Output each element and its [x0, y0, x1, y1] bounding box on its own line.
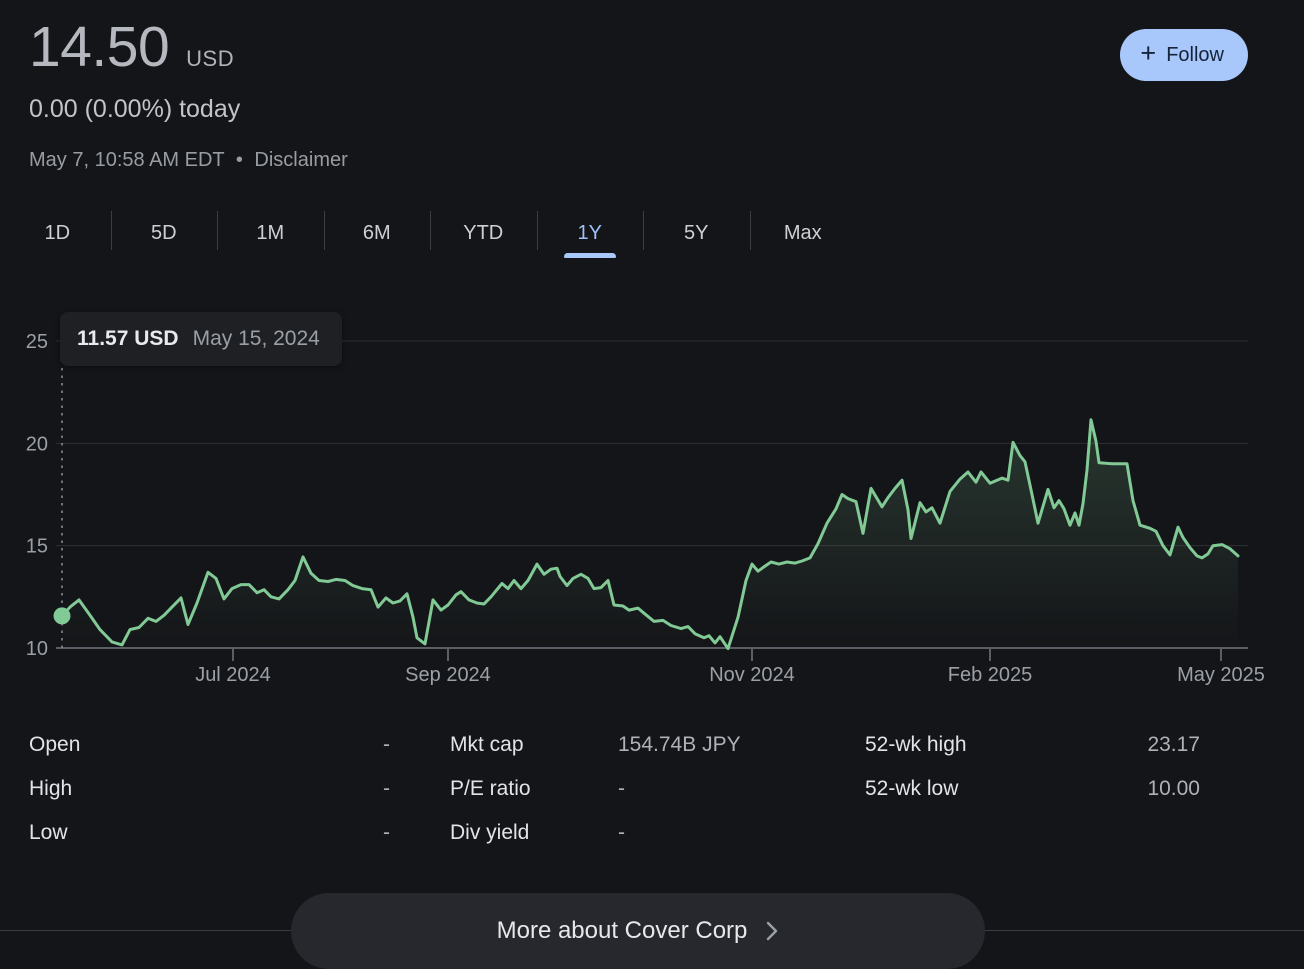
tab-1d[interactable]: 1D — [4, 208, 111, 258]
plus-icon: + — [1140, 38, 1157, 68]
y-axis-label-20: 20 — [26, 433, 48, 455]
stat-open-value: - — [383, 733, 390, 756]
tab-1y[interactable]: 1Y — [536, 208, 644, 258]
stat-divyield-label: Div yield — [450, 821, 530, 844]
x-axis-label-4: May 2025 — [1177, 664, 1265, 686]
price-change-today: 0.00 (0.00%) today — [29, 95, 241, 123]
more-about-label: More about Cover Corp — [496, 917, 748, 944]
tooltip-price: 11.57 USD — [77, 327, 179, 350]
tab-1m[interactable]: 1M — [217, 208, 324, 258]
stat-pe-label: P/E ratio — [450, 777, 531, 800]
y-axis-label-10: 10 — [26, 638, 48, 660]
disclaimer-link[interactable]: Disclaimer — [254, 149, 348, 171]
stat-mktcap-value: 154.74B JPY — [618, 733, 741, 756]
quote-timestamp: May 7, 10:58 AM EDT • Disclaimer — [29, 149, 348, 172]
tab-label: 1Y — [577, 221, 602, 244]
stat-mktcap-label: Mkt cap — [450, 733, 524, 756]
price-chart-area[interactable]: 25 20 15 10 Jul 2024 Sep 2024 Nov 2024 Feb 2025… — [0, 280, 1304, 700]
follow-label: Follow — [1166, 43, 1224, 66]
tab-max[interactable]: Max — [749, 208, 857, 258]
chart-tooltip: 11.57 USD May 15, 2024 — [60, 312, 342, 366]
tab-label: Max — [783, 221, 822, 244]
tab-5y[interactable]: 5Y — [643, 208, 750, 258]
price-chart[interactable]: 25 20 15 10 Jul 2024 Sep 2024 Nov 2024 Feb 2025… — [0, 280, 1304, 700]
price-block: 14.50 USD — [29, 14, 234, 80]
stat-52wk-high-value: 23.17 — [1147, 733, 1200, 756]
tab-5d[interactable]: 5D — [110, 208, 218, 258]
current-price: 14.50 — [29, 15, 170, 79]
x-axis-label-0: Jul 2024 — [195, 664, 271, 686]
currency-code: USD — [186, 46, 235, 71]
tab-label: 6M — [362, 221, 391, 244]
x-axis-label-3: Feb 2025 — [948, 664, 1033, 686]
y-axis-label-15: 15 — [26, 536, 48, 558]
stat-divyield-value: - — [618, 821, 625, 844]
y-axis-label-25: 25 — [26, 331, 48, 353]
stat-52wk-high-label: 52-wk high — [865, 733, 967, 756]
more-about-button[interactable]: More about Cover Corp — [291, 893, 985, 969]
tab-label: YTD — [463, 221, 504, 244]
dot-separator: • — [235, 149, 243, 171]
quote-date: May 7, 10:58 AM EDT — [29, 149, 225, 171]
follow-button[interactable]: + Follow — [1120, 29, 1248, 81]
chevron-right-icon — [767, 921, 778, 941]
active-tab-indicator — [563, 253, 616, 258]
stat-low-label: Low — [29, 821, 68, 844]
stat-high-value: - — [383, 777, 390, 800]
stat-high-label: High — [29, 777, 73, 800]
tab-label: 1M — [256, 221, 285, 244]
x-axis-label-2: Nov 2024 — [709, 664, 795, 686]
stat-open-label: Open — [29, 733, 81, 756]
time-range-tabs: 1D 5D 1M 6M YTD 1Y 5Y Max — [4, 208, 856, 258]
tab-label: 5Y — [684, 221, 709, 244]
stat-low-value: - — [383, 821, 390, 844]
hover-marker-dot — [53, 607, 71, 625]
tab-6m[interactable]: 6M — [323, 208, 431, 258]
stat-52wk-low-value: 10.00 — [1147, 777, 1200, 800]
stat-pe-value: - — [618, 777, 625, 800]
tab-ytd[interactable]: YTD — [430, 208, 537, 258]
price-line — [60, 418, 1240, 651]
tab-label: 5D — [150, 221, 177, 244]
tooltip-date: May 15, 2024 — [192, 327, 320, 350]
price-area-fill — [62, 419, 1238, 649]
tab-label: 1D — [44, 221, 71, 244]
x-axis-label-1: Sep 2024 — [405, 664, 491, 686]
stat-52wk-low-label: 52-wk low — [865, 777, 959, 800]
